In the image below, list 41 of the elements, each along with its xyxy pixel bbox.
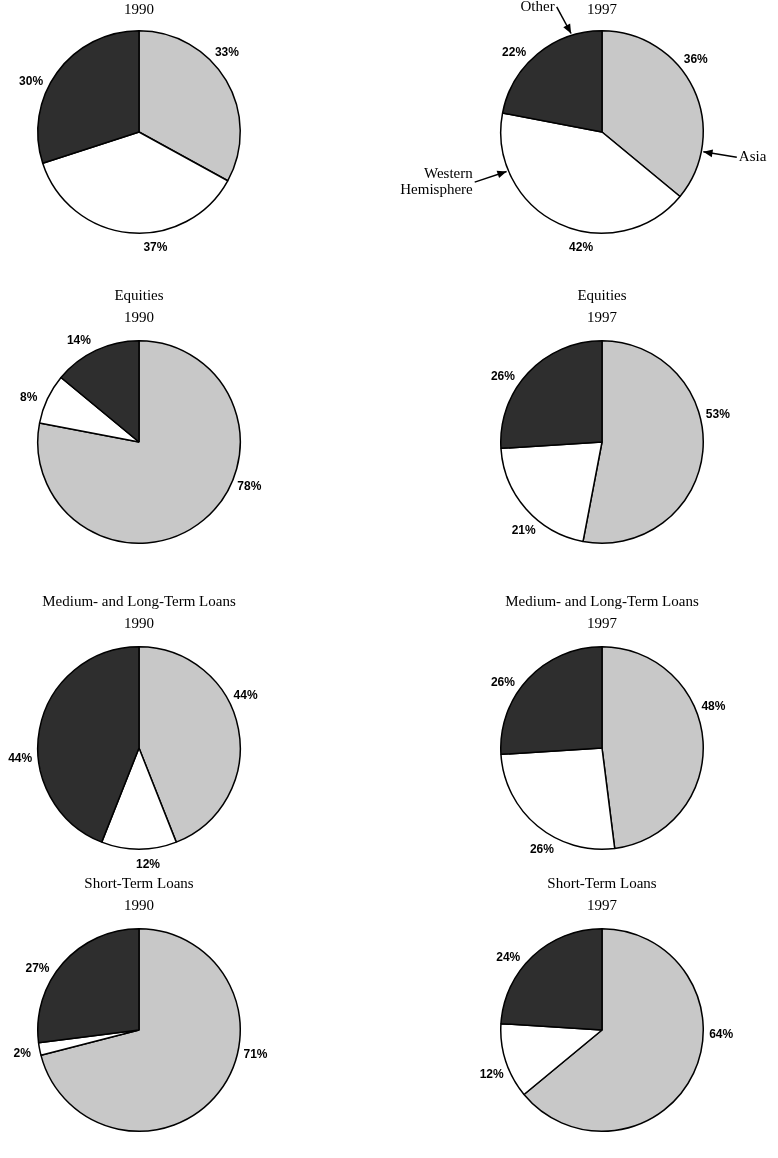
data-label: 33%	[214, 45, 240, 60]
data-label: 53%	[705, 406, 731, 421]
chart-subtitle: 1990	[124, 896, 154, 913]
chart-title: Short-Term Loans	[547, 874, 657, 891]
chart-title: 1997	[587, 0, 618, 17]
data-label: 78%	[237, 478, 262, 493]
data-label: 30%	[19, 74, 44, 89]
data-label: 8%	[20, 389, 38, 404]
chart-subtitle: 1990	[124, 308, 154, 325]
slice-label: Asia	[738, 148, 767, 165]
data-label: 64%	[709, 1026, 734, 1041]
chart-title: 1990	[124, 0, 154, 17]
data-label: 21%	[511, 522, 537, 537]
data-label: 26%	[529, 841, 555, 856]
chart-subtitle: 1990	[124, 614, 154, 631]
chart-title: Equities	[577, 286, 627, 303]
data-label: 26%	[490, 369, 516, 384]
data-label: 42%	[569, 239, 594, 254]
slice-label: Other	[520, 0, 555, 14]
data-label: 2%	[13, 1045, 32, 1060]
data-label: 12%	[135, 857, 161, 872]
data-label: 14%	[66, 333, 92, 348]
chart-title: Equities	[114, 286, 164, 303]
data-label: 22%	[502, 45, 527, 60]
slice-label: Western Hemisphere	[400, 165, 474, 198]
chart-subtitle: 1997	[587, 308, 618, 325]
chart-subtitle: 1997	[587, 614, 618, 631]
data-label: 24%	[496, 949, 521, 964]
data-label: 27%	[25, 960, 50, 975]
data-label: 48%	[701, 698, 726, 713]
data-label: 44%	[233, 687, 258, 702]
data-label: 37%	[143, 240, 168, 255]
chart-title: Short-Term Loans	[84, 874, 194, 891]
data-label: 44%	[8, 750, 33, 765]
chart-title: Medium- and Long-Term Loans	[42, 592, 236, 609]
data-label: 26%	[490, 675, 516, 690]
data-label: 12%	[479, 1066, 505, 1081]
data-label: 36%	[683, 51, 709, 66]
chart-title: Medium- and Long-Term Loans	[505, 592, 699, 609]
data-label: 71%	[243, 1047, 268, 1062]
chart-subtitle: 1997	[587, 896, 618, 913]
